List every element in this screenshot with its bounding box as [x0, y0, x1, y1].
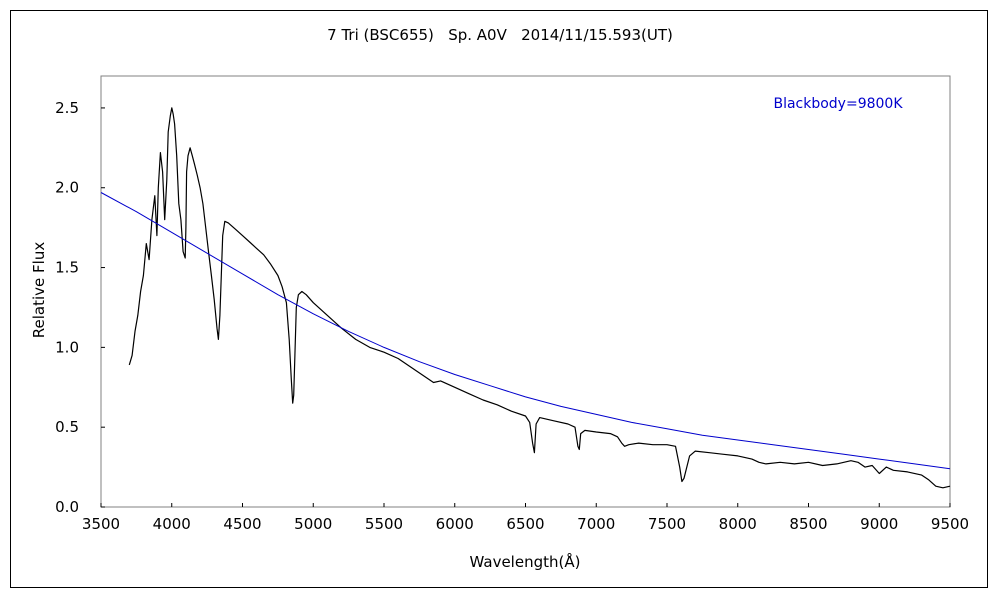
y-tick-label: 2.5 [55, 99, 79, 117]
y-tick-label: 0.0 [55, 498, 79, 516]
chart-frame [10, 10, 988, 588]
blackbody-line [100, 192, 951, 470]
x-tick-label: 5000 [294, 515, 332, 533]
x-axis-label: Wavelength(Å) [470, 552, 581, 571]
y-tick-label: 1.0 [55, 338, 79, 356]
x-axis: 3500 4000 4500 5000 5500 6000 6500 7000 7500 8000… [82, 503, 969, 533]
x-tick-label: 4000 [153, 515, 191, 533]
x-tick-label: 6500 [506, 515, 544, 533]
x-tick-label: 7500 [648, 515, 686, 533]
y-tick-label: 0.5 [55, 418, 79, 436]
x-tick-label: 5500 [365, 515, 403, 533]
x-tick-label: 7000 [577, 515, 615, 533]
legend-label-blackbody: Blackbody=9800K [773, 96, 903, 112]
x-tick-label: 9500 [931, 515, 969, 533]
y-tick-label: 2.0 [55, 179, 79, 197]
y-axis: 0.0 0.5 1.0 1.5 2.0 2.5 [55, 99, 105, 516]
x-tick-label: 9000 [860, 515, 898, 533]
x-tick-label: 6000 [436, 515, 474, 533]
y-axis-label: Relative Flux [30, 242, 48, 339]
x-tick-label: 8000 [719, 515, 757, 533]
x-tick-label: 4500 [223, 515, 261, 533]
x-tick-label: 3500 [82, 515, 120, 533]
x-tick-label: 8500 [789, 515, 827, 533]
y-tick-label: 1.5 [55, 259, 79, 277]
chart-title: 7 Tri (BSC655) Sp. A0V 2014/11/15.593(UT… [327, 26, 673, 44]
plot-area [100, 75, 951, 508]
series-group [100, 107, 951, 489]
spectrum-line [128, 107, 951, 489]
